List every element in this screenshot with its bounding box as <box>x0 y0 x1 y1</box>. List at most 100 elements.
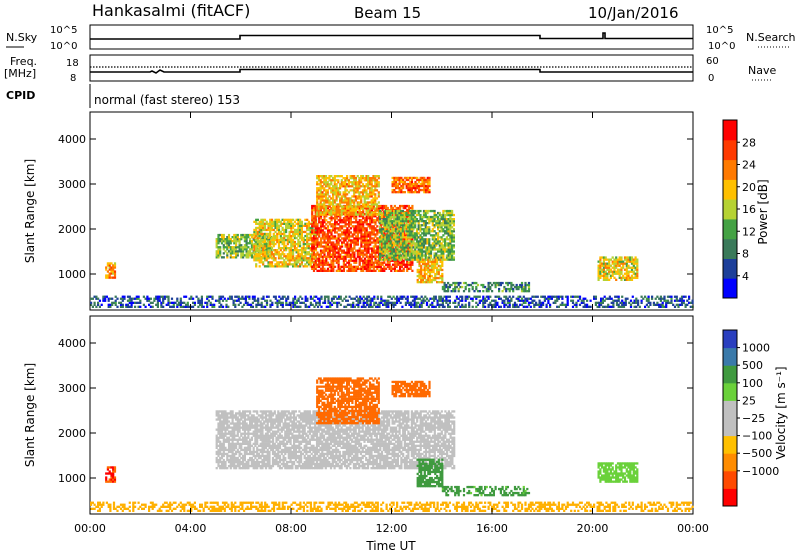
power-cell <box>360 185 363 188</box>
power-cell <box>436 303 439 306</box>
power-cell <box>318 303 321 306</box>
power-cell <box>277 240 281 244</box>
power-cell <box>430 268 433 272</box>
power-cell <box>309 238 312 242</box>
power-cell <box>332 267 335 270</box>
power-cell <box>421 281 425 284</box>
power-cell <box>236 250 239 253</box>
power-cell <box>360 215 363 218</box>
power-cell <box>245 256 248 259</box>
power-cell <box>300 259 303 262</box>
power-cell <box>358 261 361 264</box>
power-cell <box>326 253 330 256</box>
power-cell <box>386 263 389 266</box>
power-cell <box>420 276 423 280</box>
power-cell <box>409 184 412 188</box>
power-cell <box>112 266 115 269</box>
power-cell <box>130 297 133 300</box>
power-cell <box>418 303 422 306</box>
power-cell <box>438 250 441 253</box>
power-cell <box>415 254 419 257</box>
power-cell <box>398 191 401 194</box>
power-cell <box>436 258 439 261</box>
power-cell <box>229 242 232 245</box>
power-cell <box>401 228 404 231</box>
power-cell <box>358 229 361 232</box>
power-cell <box>267 253 270 256</box>
power-cell <box>396 176 399 180</box>
power-cell <box>317 211 321 214</box>
power-cell <box>295 236 298 240</box>
power-cell <box>417 246 420 249</box>
power-cell <box>376 295 379 298</box>
power-cell <box>403 295 406 298</box>
power-cell <box>325 263 328 266</box>
power-cell <box>309 297 312 300</box>
power-cell <box>260 218 263 221</box>
power-cell <box>615 272 618 275</box>
power-cell <box>359 297 362 300</box>
power-cell <box>286 263 289 266</box>
power-cell <box>421 220 424 223</box>
power-cell <box>597 260 600 263</box>
power-cell <box>382 254 385 257</box>
power-cell <box>339 201 342 204</box>
power-cell <box>433 244 436 247</box>
power-cell <box>406 269 409 272</box>
power-cell <box>389 254 392 257</box>
power-cell <box>294 305 297 308</box>
power-cell <box>347 207 350 210</box>
power-cell <box>300 230 303 234</box>
power-cell <box>292 222 295 225</box>
power-cell <box>354 181 357 184</box>
power-cell <box>320 297 323 300</box>
power-cell <box>355 219 358 222</box>
power-cell <box>338 297 341 300</box>
power-cell <box>240 244 243 247</box>
power-cell <box>604 258 607 261</box>
power-cell <box>445 254 448 257</box>
power-cell <box>416 178 419 182</box>
power-cell <box>349 199 352 202</box>
power-cell <box>330 245 333 248</box>
power-cell <box>107 305 110 308</box>
power-cell <box>309 222 312 225</box>
power-cell <box>272 253 275 256</box>
power-cell <box>309 303 312 306</box>
power-cell <box>249 242 252 245</box>
power-cell <box>374 233 377 236</box>
power-cell <box>258 251 261 254</box>
power-cell <box>380 213 383 217</box>
power-cell <box>445 285 448 289</box>
power-cell <box>354 211 357 214</box>
power-cell <box>119 297 123 300</box>
power-cell <box>382 240 385 243</box>
power-cell <box>262 226 265 230</box>
power-cell <box>302 224 305 227</box>
power-cell <box>332 187 335 190</box>
power-cell <box>431 248 434 251</box>
power-cell <box>609 268 612 271</box>
power-cell <box>362 235 365 238</box>
power-cell <box>420 272 423 276</box>
power-cell <box>393 234 396 237</box>
power-cell <box>372 255 375 258</box>
power-cell <box>128 297 131 300</box>
power-cell <box>401 236 404 239</box>
power-cell <box>109 305 112 308</box>
power-cell <box>358 221 361 224</box>
power-cell <box>353 267 356 270</box>
power-cell <box>199 303 202 306</box>
power-cell <box>622 264 625 267</box>
power-cell <box>364 305 367 308</box>
power-cell <box>354 189 357 192</box>
power-cell <box>407 182 410 186</box>
power-cell <box>242 254 245 257</box>
power-cell <box>390 204 393 208</box>
power-cell <box>227 238 231 241</box>
power-cell <box>409 263 412 266</box>
power-cell <box>377 175 380 178</box>
power-cell <box>437 270 440 274</box>
power-cell <box>216 299 219 302</box>
power-cell <box>437 224 440 227</box>
